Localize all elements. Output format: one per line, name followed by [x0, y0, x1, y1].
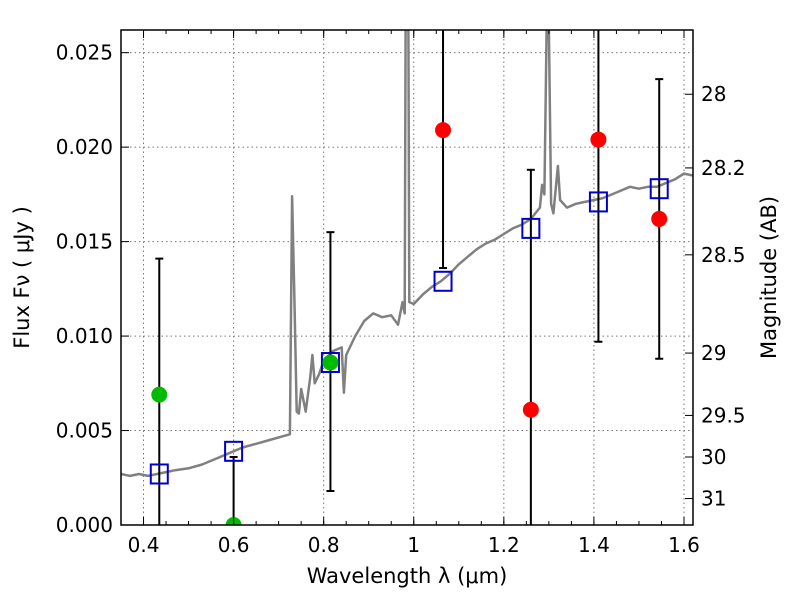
flux-point-red	[435, 122, 452, 139]
model-square	[588, 191, 608, 213]
plot-frame	[120, 29, 694, 526]
x-tick-label: 0.6	[218, 533, 250, 557]
right-tick-label: 31	[701, 487, 726, 511]
axis-ticks: 0.4 0.6 0.8 1 1.2 1.4 1.6 0.000 0.005 0.010 0.015 0…	[56, 30, 746, 557]
y-tick-label: 0.020	[56, 135, 113, 159]
flux-point-green	[322, 354, 339, 371]
right-tick-label: 29	[701, 341, 726, 365]
flux-point-red	[651, 210, 668, 227]
spectrum-line	[121, 30, 693, 478]
model-square	[149, 463, 169, 485]
flux-point-green	[151, 386, 168, 403]
right-tick-label: 29.5	[701, 403, 746, 427]
right-tick-label: 28.5	[701, 243, 746, 267]
x-tick-label: 1.2	[488, 533, 520, 557]
plot-area	[121, 30, 693, 525]
x-tick-label: 1	[407, 533, 420, 557]
flux-point-red	[590, 131, 607, 148]
right-tick-label: 28.2	[701, 156, 746, 180]
x-tick-label: 1.6	[668, 533, 700, 557]
y-tick-label: 0.025	[56, 41, 113, 65]
right-axis-label: Magnitude (AB)	[757, 196, 781, 359]
right-tick-label: 30	[701, 445, 726, 469]
model-square	[433, 270, 453, 292]
x-tick-label: 1.4	[578, 533, 610, 557]
x-tick-label: 0.8	[308, 533, 340, 557]
x-axis-label: Wavelength λ (μm)	[307, 564, 508, 588]
y-tick-label: 0.015	[56, 230, 113, 254]
flux-point-red	[522, 401, 539, 418]
y-tick-label: 0.005	[56, 419, 113, 443]
y-tick-label: 0.010	[56, 324, 113, 348]
y-axis-label: Flux Fν ( μJy )	[10, 206, 34, 349]
y-tick-label: 0.000	[56, 513, 113, 537]
model-square	[320, 352, 340, 374]
model-square	[224, 440, 244, 462]
grid-lines	[121, 30, 693, 525]
x-tick-label: 0.4	[128, 533, 160, 557]
right-tick-label: 28	[701, 82, 726, 106]
plot-clip-group	[121, 30, 693, 525]
model-square	[521, 217, 541, 239]
model-square	[649, 178, 669, 200]
